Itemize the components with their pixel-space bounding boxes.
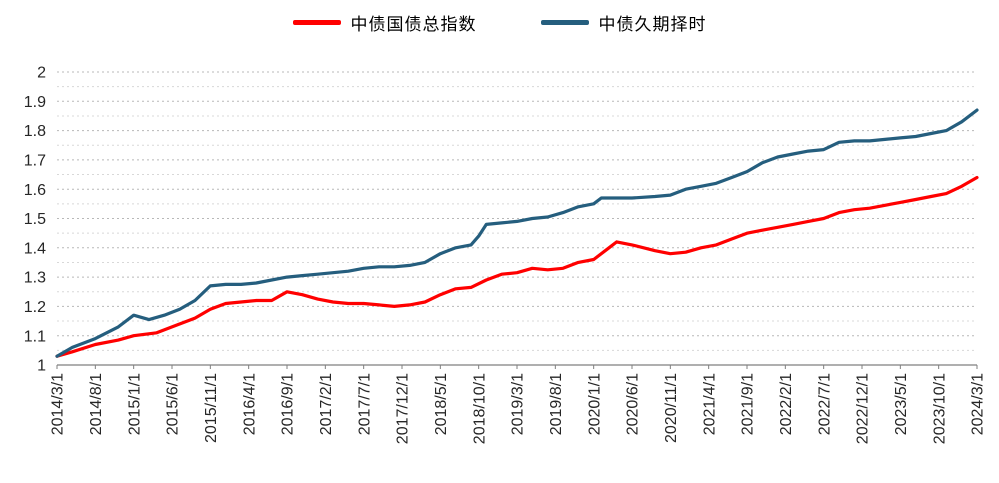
x-axis-tick-label: 2016/4/1	[241, 373, 258, 435]
y-axis-tick-label: 1.5	[24, 211, 46, 228]
x-axis-tick-label: 2015/1/1	[126, 373, 143, 435]
legend-item-govbond-index[interactable]: 中债国债总指数	[292, 10, 477, 35]
x-axis-tick-label: 2020/6/1	[625, 373, 642, 435]
y-axis-tick-label: 1.9	[24, 94, 46, 111]
series-line-1	[55, 108, 979, 358]
y-axis-tick-label: 1.3	[24, 270, 46, 287]
y-axis-tick-label: 1.6	[24, 182, 46, 199]
legend-item-duration-timing[interactable]: 中债久期择时	[540, 10, 707, 35]
x-axis-tick-label: 2022/12/1	[855, 373, 872, 444]
x-axis-tick-label: 2015/11/1	[203, 373, 220, 443]
x-axis-tick-label: 2022/7/1	[816, 373, 833, 435]
y-axis-tick-label: 1	[37, 358, 46, 375]
x-axis-tick-label: 2018/5/1	[433, 373, 450, 435]
chart-legend: 中债国债总指数 中债久期择时	[0, 10, 999, 35]
x-axis-tick-label: 2023/5/1	[893, 373, 910, 435]
x-axis-tick-label: 2018/10/1	[471, 373, 488, 444]
x-axis-tick-label: 2019/8/1	[548, 373, 565, 435]
x-axis-tick-label: 2021/9/1	[740, 373, 757, 435]
series-line-0	[55, 175, 979, 358]
x-axis-tick-label: 2021/4/1	[701, 373, 718, 435]
y-axis-tick-label: 1.1	[24, 328, 46, 345]
x-axis-tick-label: 2017/7/1	[356, 373, 373, 435]
series-lines	[55, 108, 979, 358]
x-axis-tick-label: 2020/11/1	[663, 373, 680, 443]
y-axis-tick-label: 1.4	[24, 240, 46, 257]
x-axis-tick-label: 2016/9/1	[280, 373, 297, 435]
x-axis-labels: 2014/3/1 2014/8/1 2015/1/1 2015/6/1 2015/11/…	[50, 373, 987, 444]
x-axis-line	[56, 364, 978, 369]
x-axis-tick-label: 2023/10/1	[931, 373, 948, 444]
y-axis-tick-label: 1.8	[24, 123, 46, 140]
legend-line-swatch-red	[292, 20, 341, 25]
x-axis-tick-label: 2022/2/1	[778, 373, 795, 435]
gridlines	[57, 71, 977, 351]
x-axis-tick-label: 2017/2/1	[318, 373, 335, 435]
x-axis-tick-label: 2015/6/1	[165, 373, 182, 435]
legend-label: 中债久期择时	[598, 15, 707, 34]
y-axis-tick-label: 2	[37, 65, 46, 82]
legend-line-swatch-blue	[540, 20, 589, 25]
legend-label: 中债国债总指数	[350, 15, 477, 34]
y-axis-labels: 1 1.1 1.2 1.3 1.4 1.5 1.6 1.7 1.8 1.9 2	[24, 65, 46, 375]
x-axis-tick-label: 2014/3/1	[50, 373, 67, 435]
x-axis-tick-label: 2020/1/1	[586, 373, 603, 435]
y-axis-tick-label: 1.7	[24, 153, 46, 170]
x-axis-tick-label: 2014/8/1	[88, 373, 105, 435]
x-axis-tick-label: 2017/12/1	[395, 373, 412, 444]
x-axis-tick-label: 2024/3/1	[970, 373, 987, 435]
y-axis-tick-label: 1.2	[24, 299, 46, 316]
x-axis-tick-label: 2019/3/1	[510, 373, 527, 435]
